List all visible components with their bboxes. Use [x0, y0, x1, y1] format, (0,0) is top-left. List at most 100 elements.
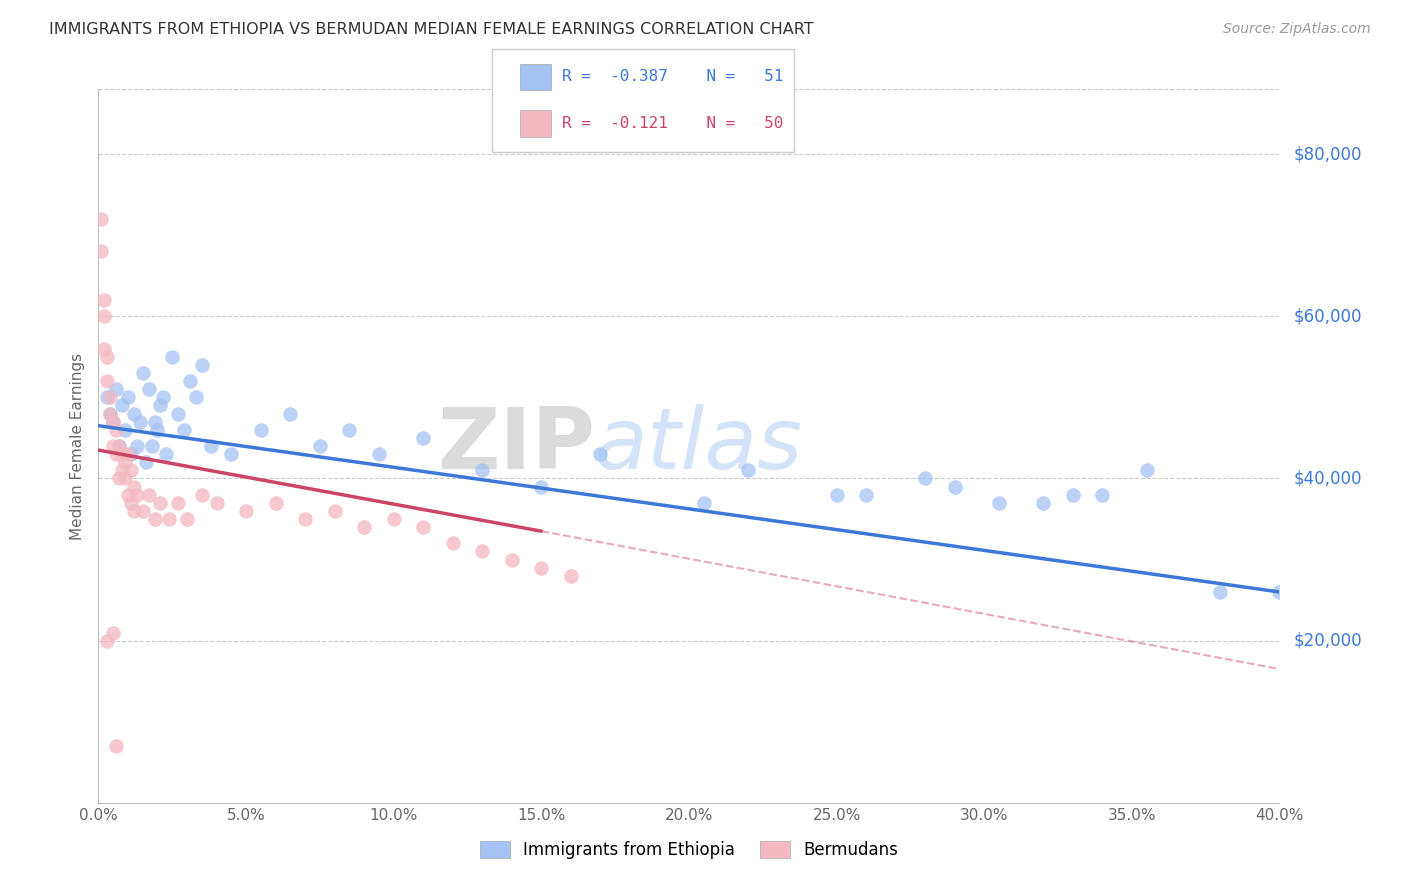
Point	[501, 552, 523, 566]
Point	[108, 439, 131, 453]
Point	[122, 504, 145, 518]
Point	[200, 439, 222, 453]
Point	[96, 633, 118, 648]
Text: $80,000: $80,000	[1294, 145, 1362, 163]
Point	[125, 439, 148, 453]
Point	[441, 536, 464, 550]
Point	[179, 374, 201, 388]
Point	[412, 431, 434, 445]
Y-axis label: Median Female Earnings: Median Female Earnings	[69, 352, 84, 540]
Point	[152, 390, 174, 404]
Point	[143, 512, 166, 526]
Point	[93, 293, 115, 307]
Point	[120, 447, 142, 461]
Point	[143, 415, 166, 429]
Point	[125, 488, 148, 502]
Point	[412, 520, 434, 534]
Point	[90, 211, 112, 226]
Point	[221, 447, 243, 461]
Point	[138, 382, 160, 396]
Point	[132, 504, 155, 518]
Point	[737, 463, 759, 477]
Point	[149, 496, 172, 510]
Text: $20,000: $20,000	[1294, 632, 1362, 649]
Point	[111, 463, 134, 477]
Text: $60,000: $60,000	[1294, 307, 1362, 326]
Point	[264, 496, 287, 510]
Point	[98, 390, 121, 404]
Point	[117, 488, 139, 502]
Point	[280, 407, 302, 421]
Point	[96, 390, 118, 404]
Point	[122, 407, 145, 421]
Point	[111, 399, 134, 413]
Text: atlas: atlas	[595, 404, 803, 488]
Point	[339, 423, 361, 437]
Point	[157, 512, 180, 526]
Point	[96, 374, 118, 388]
Point	[943, 479, 966, 493]
Point	[103, 439, 125, 453]
Point	[93, 310, 115, 324]
Point	[173, 423, 195, 437]
Point	[114, 471, 136, 485]
Point	[191, 488, 214, 502]
Point	[988, 496, 1011, 510]
Point	[176, 512, 198, 526]
Text: $40,000: $40,000	[1294, 469, 1362, 487]
Point	[128, 415, 150, 429]
Point	[90, 244, 112, 259]
Point	[589, 447, 612, 461]
Point	[105, 423, 128, 437]
Point	[98, 407, 121, 421]
Point	[855, 488, 877, 502]
Point	[105, 739, 128, 753]
Point	[205, 496, 228, 510]
Point	[105, 382, 128, 396]
Point	[111, 447, 134, 461]
Point	[250, 423, 273, 437]
Point	[309, 439, 332, 453]
Point	[560, 568, 582, 582]
Point	[294, 512, 316, 526]
Point	[323, 504, 346, 518]
Point	[141, 439, 163, 453]
Point	[103, 625, 125, 640]
Point	[96, 350, 118, 364]
Point	[105, 447, 128, 461]
Point	[1062, 488, 1084, 502]
Text: ZIP: ZIP	[437, 404, 595, 488]
Point	[167, 407, 190, 421]
Point	[93, 342, 115, 356]
Point	[382, 512, 405, 526]
Point	[122, 479, 145, 493]
Text: R =  -0.387    N =   51: R = -0.387 N = 51	[562, 70, 783, 85]
Point	[120, 463, 142, 477]
Point	[162, 350, 183, 364]
Point	[825, 488, 848, 502]
Text: IMMIGRANTS FROM ETHIOPIA VS BERMUDAN MEDIAN FEMALE EARNINGS CORRELATION CHART: IMMIGRANTS FROM ETHIOPIA VS BERMUDAN MED…	[49, 22, 814, 37]
Point	[235, 504, 257, 518]
Point	[530, 479, 553, 493]
Point	[530, 560, 553, 574]
Point	[98, 407, 121, 421]
Point	[146, 423, 169, 437]
Point	[120, 496, 142, 510]
Point	[471, 544, 494, 558]
Point	[138, 488, 160, 502]
Point	[167, 496, 190, 510]
Point	[1136, 463, 1159, 477]
Point	[108, 471, 131, 485]
Point	[117, 447, 139, 461]
Legend: Immigrants from Ethiopia, Bermudans: Immigrants from Ethiopia, Bermudans	[472, 834, 905, 866]
Text: Source: ZipAtlas.com: Source: ZipAtlas.com	[1223, 22, 1371, 37]
Point	[368, 447, 391, 461]
Point	[103, 415, 125, 429]
Text: R =  -0.121    N =   50: R = -0.121 N = 50	[562, 116, 783, 131]
Point	[1032, 496, 1054, 510]
Point	[114, 455, 136, 469]
Point	[135, 455, 157, 469]
Point	[103, 415, 125, 429]
Point	[471, 463, 494, 477]
Point	[132, 366, 155, 380]
